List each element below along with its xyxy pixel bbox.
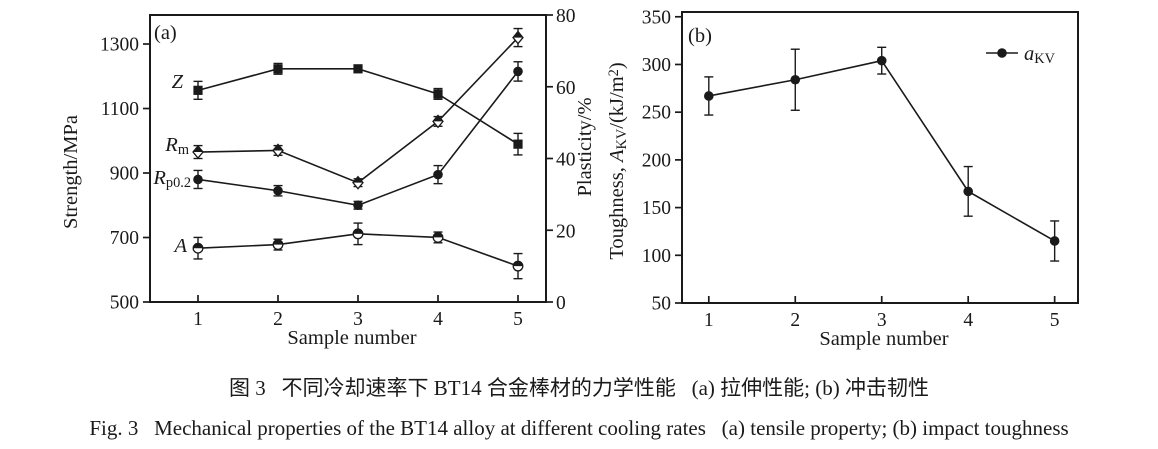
y-axis-left-a: 500 700 900 1100 1300 — [100, 35, 150, 314]
series-label-Rm: Rm — [164, 134, 189, 158]
y-axis-title-a: Strength/MPa — [60, 115, 82, 229]
series-aKV — [704, 46, 1060, 262]
y-tick-label: 80 — [556, 6, 576, 27]
y-tick-label: 40 — [556, 150, 576, 171]
y-tick-label: 300 — [642, 55, 671, 76]
x-tick-label: 3 — [877, 310, 887, 331]
y-tick-label: 100 — [642, 246, 671, 267]
panel-label-b: (b) — [688, 25, 712, 47]
y-axis-title-b: Toughness, AKV/(kJ/m2) — [606, 62, 630, 259]
y-tick-label: 500 — [110, 293, 139, 314]
x-tick-label: 2 — [273, 309, 283, 330]
y-tick-label: 1300 — [100, 35, 139, 56]
chart-b: 1 2 3 4 5 Sample number 50 100 150 200 250 300 350 To… — [606, 7, 1079, 350]
x-axis-title-b: Sample number — [819, 328, 948, 350]
x-tick-label: 2 — [790, 310, 800, 331]
caption-english: Fig. 3 Mechanical properties of the BT14… — [89, 416, 1069, 440]
y-tick-label: 350 — [642, 7, 671, 28]
legend-b: aKV — [986, 43, 1056, 67]
series-Z: Z — [172, 62, 523, 156]
y-tick-label: 200 — [642, 150, 671, 171]
y-tick-label: 700 — [110, 228, 139, 249]
legend-label-aKV: aKV — [1024, 43, 1056, 67]
chart-a: 1 2 3 4 5 Sample number 500 700 900 1100 1300 Stren… — [60, 6, 596, 349]
series-Rp0.2: Rp0.2 — [152, 61, 523, 211]
y-tick-label: 20 — [556, 221, 576, 242]
series-label-Z: Z — [172, 71, 184, 93]
x-tick-label: 5 — [1050, 310, 1060, 331]
x-axis-title-a: Sample number — [287, 327, 416, 349]
x-tick-label: 5 — [513, 309, 523, 330]
x-tick-label: 1 — [193, 309, 203, 330]
y-axis-right-a: 0 20 40 60 80 — [546, 6, 576, 314]
x-tick-label: 4 — [963, 310, 973, 331]
series-A: A — [172, 222, 524, 280]
y-tick-label: 0 — [556, 293, 566, 314]
caption-chinese: 图 3 不同冷却速率下 BT14 合金棒材的力学性能 (a) 拉伸性能; (b)… — [229, 376, 929, 400]
x-tick-label: 4 — [433, 309, 443, 330]
x-axis-b: 1 2 3 4 5 — [704, 296, 1060, 331]
series-Rm: Rm — [164, 27, 524, 190]
y-axis-right-title-a: Plasticity/% — [574, 97, 596, 196]
y-tick-label: 150 — [642, 198, 671, 219]
y-tick-label: 60 — [556, 78, 576, 99]
plot-frame-b — [681, 11, 1079, 304]
plot-frame-a — [149, 14, 547, 303]
y-tick-label: 1100 — [101, 99, 139, 120]
x-axis-a: 1 2 3 4 5 — [193, 295, 523, 330]
panel-label-a: (a) — [154, 22, 177, 44]
x-tick-label: 1 — [704, 310, 714, 331]
y-tick-label: 50 — [652, 294, 672, 315]
x-tick-label: 3 — [353, 309, 363, 330]
series-label-Rp0.2: Rp0.2 — [152, 167, 191, 191]
y-tick-label: 900 — [110, 164, 139, 185]
y-axis-left-b: 50 100 150 200 250 300 350 — [642, 7, 682, 315]
series-label-A: A — [172, 235, 187, 257]
y-tick-label: 250 — [642, 103, 671, 124]
